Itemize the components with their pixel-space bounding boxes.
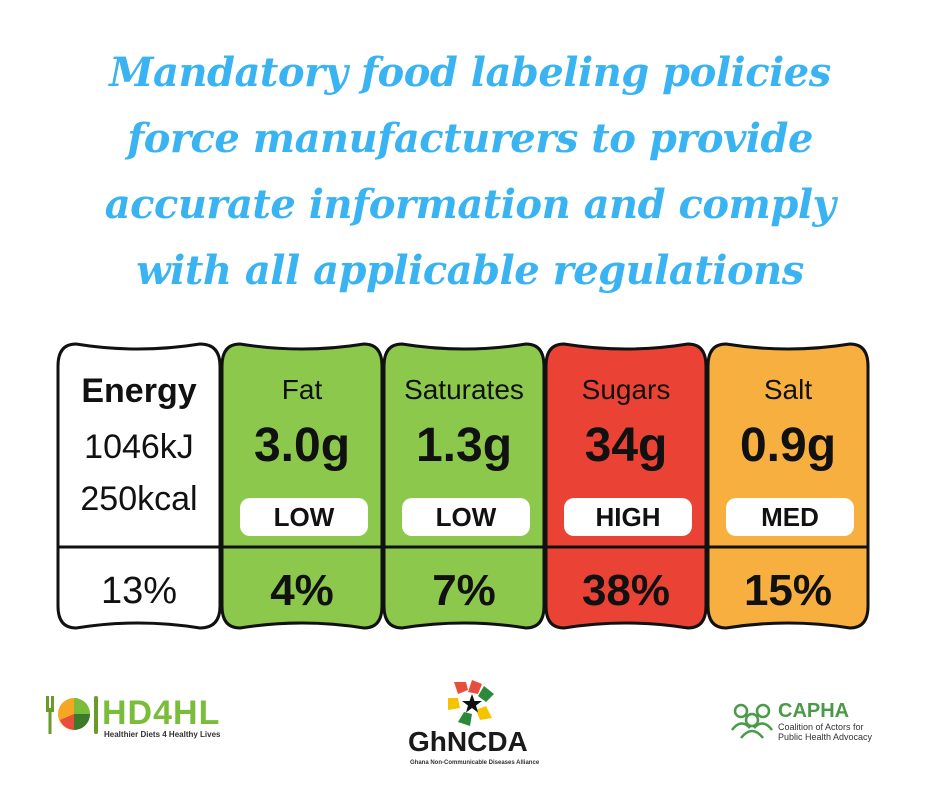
sugars-level-badge: HIGH — [564, 498, 692, 536]
energy-title: Energy — [81, 372, 197, 410]
sugars-name: Sugars — [581, 374, 671, 405]
fat-cell — [220, 342, 384, 630]
energy-percent: 13% — [100, 570, 178, 612]
sugars-percent: 38% — [581, 566, 671, 615]
ghncda-logo: GhNCDA Ghana Non-Communicable Diseases A… — [402, 674, 540, 770]
salt-cell — [706, 342, 870, 630]
headline: Mandatory food labeling policies force m… — [0, 40, 940, 304]
headline-line-2: force manufacturers to provide — [127, 115, 813, 162]
people-group-icon — [731, 703, 773, 739]
fat-amount: 3.0g — [253, 419, 351, 472]
hd4hl-logo: HD4HL Healthier Diets 4 Healthy Lives — [44, 690, 244, 740]
capha-tagline-line1: Coalition of Actors for — [778, 722, 864, 732]
energy-kj: 1046kJ — [84, 428, 194, 466]
capha-name: CAPHA — [778, 700, 850, 722]
salt-name: Salt — [763, 374, 813, 405]
fat-name: Fat — [281, 374, 323, 405]
ghncda-name: GhNCDA — [408, 726, 528, 757]
fat-percent: 4% — [270, 566, 334, 615]
hands-star-icon — [448, 680, 494, 726]
saturates-amount: 1.3g — [415, 419, 513, 472]
salt-percent: 15% — [743, 566, 833, 615]
headline-line-4: with all applicable regulations — [136, 247, 804, 294]
sugars-cell — [544, 342, 708, 630]
saturates-name: Saturates — [404, 374, 524, 405]
hd4hl-tagline: Healthier Diets 4 Healthy Lives — [104, 730, 221, 739]
capha-logo: CAPHA Coalition of Actors for Public Hea… — [730, 700, 900, 744]
energy-cell — [56, 342, 222, 630]
saturates-level-badge: LOW — [402, 498, 530, 536]
hd4hl-name: HD4HL — [102, 694, 221, 732]
label-shapes — [56, 342, 870, 630]
saturates-cell — [382, 342, 546, 630]
capha-tagline-line2: Public Health Advocacy — [778, 732, 873, 742]
ghncda-tagline: Ghana Non-Communicable Diseases Alliance — [410, 760, 540, 766]
sugars-amount: 34g — [584, 419, 668, 472]
nutrition-traffic-light-label: Energy 1046kJ 250kcal 13% Fat 3.0g LOW 4… — [56, 338, 884, 634]
salt-amount: 0.9g — [739, 419, 837, 472]
headline-line-3: accurate information and comply — [104, 181, 836, 228]
salt-level-badge: MED — [726, 498, 854, 536]
fork-plate-icon — [46, 696, 98, 734]
energy-kcal: 250kcal — [80, 480, 198, 518]
saturates-percent: 7% — [432, 566, 496, 615]
fat-level-badge: LOW — [240, 498, 368, 536]
headline-line-1: Mandatory food labeling policies — [109, 49, 831, 96]
